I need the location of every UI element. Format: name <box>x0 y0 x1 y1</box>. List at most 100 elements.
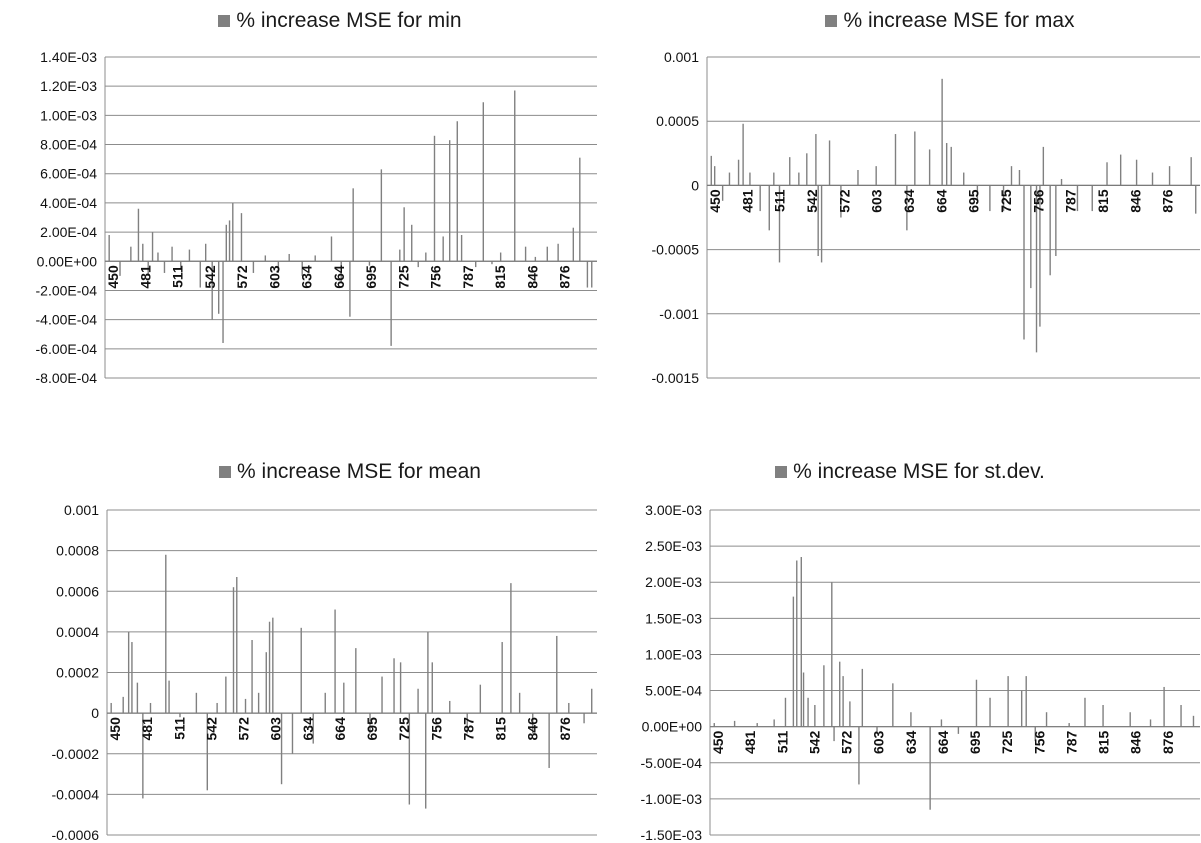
x-tick-label: 787 <box>1063 189 1079 213</box>
y-tick-label: 0.0002 <box>56 665 99 681</box>
y-tick-label: 1.40E-03 <box>40 49 97 65</box>
y-tick-label: 1.50E-03 <box>645 610 702 626</box>
y-tick-label: -1.00E-03 <box>641 791 703 807</box>
x-tick-label: 815 <box>1096 730 1112 754</box>
x-tick-label: 787 <box>460 717 476 741</box>
chart-panel-stdev: % increase MSE for st.dev. 3.00E-03 2.50E… <box>600 443 1201 843</box>
x-tick-label: 695 <box>363 265 379 289</box>
y-tick-label: 0.00E+00 <box>37 253 98 269</box>
x-tick-label: 664 <box>933 189 949 213</box>
legend-swatch <box>218 15 231 27</box>
y-tick-label: -8.00E-04 <box>36 370 98 386</box>
x-tick-label: 846 <box>1128 730 1144 754</box>
y-tick-label: -0.0002 <box>52 746 100 762</box>
x-tick-label: 634 <box>903 730 919 754</box>
x-tick-label: 572 <box>236 717 252 741</box>
y-tick-label: -0.0015 <box>652 370 700 386</box>
x-tick-label: 634 <box>300 717 316 741</box>
y-tick-label: 3.00E-03 <box>645 502 702 518</box>
x-tick-label: 756 <box>1031 730 1047 754</box>
y-tick-label: -0.0005 <box>652 242 700 258</box>
x-tick-label: 725 <box>396 717 412 741</box>
chart-plot-mean: 0.001 0.0008 0.0006 0.0004 0.0002 0 -0.0002 -0.… <box>52 502 597 843</box>
x-tick-label: 634 <box>901 189 917 213</box>
x-tick-label: 815 <box>1095 189 1111 213</box>
y-tick-label: -0.0004 <box>52 786 100 802</box>
x-tick-label: 603 <box>869 189 885 213</box>
x-tick-label: 695 <box>967 730 983 754</box>
chart-panel-mean: % increase MSE for mean 0.001 0.0008 0.000… <box>0 443 600 843</box>
chart-plot-max: 0.001 0.0005 0 -0.0005 -0.001 -0.0015 450 481 51… <box>652 49 1200 386</box>
legend-swatch <box>825 15 838 27</box>
y-tick-label: -0.001 <box>659 306 699 322</box>
chart-panel-max: % increase MSE for max 0.001 0.0005 0 -0.00… <box>600 0 1201 400</box>
y-tick-label: 0.001 <box>64 502 99 518</box>
y-tick-label: 6.00E-04 <box>40 166 97 182</box>
y-tick-label: -5.00E-04 <box>641 755 703 771</box>
x-tick-label: 846 <box>524 265 540 289</box>
x-tick-label: 481 <box>139 717 155 741</box>
x-tick-label: 572 <box>839 730 855 754</box>
x-tick-label: 725 <box>395 265 411 289</box>
y-tick-label: 0.0004 <box>56 624 99 640</box>
x-tick-label: 481 <box>137 265 153 289</box>
y-tick-label: 2.50E-03 <box>645 538 702 554</box>
y-tick-label: 8.00E-04 <box>40 137 97 153</box>
x-tick-label: 511 <box>772 189 788 212</box>
x-tick-label: 603 <box>268 717 284 741</box>
y-tick-label: 0.0006 <box>56 583 99 599</box>
x-tick-label: 876 <box>1160 730 1176 754</box>
y-tick-label: 2.00E-04 <box>40 224 97 240</box>
y-tick-label: 0.001 <box>664 49 699 65</box>
legend-swatch <box>775 466 788 478</box>
x-tick-label: 542 <box>806 730 822 754</box>
y-tick-label: 0.0008 <box>56 543 99 559</box>
x-tick-label: 664 <box>935 730 951 754</box>
y-tick-label: 2.00E-03 <box>645 574 702 590</box>
x-tick-label: 756 <box>428 717 444 741</box>
chart-plot-stdev: 3.00E-03 2.50E-03 2.00E-03 1.50E-03 1.00E-03… <box>641 502 1200 843</box>
x-tick-label: 450 <box>107 717 123 741</box>
x-tick-label: 603 <box>266 265 282 289</box>
x-tick-label: 664 <box>331 265 347 289</box>
y-tick-label: 1.00E-03 <box>645 646 702 662</box>
x-tick-label: 756 <box>428 265 444 289</box>
chart-header: % increase MSE for min <box>100 6 580 36</box>
x-tick-label: 756 <box>1030 189 1046 213</box>
chart-title: % increase MSE for min <box>236 9 462 32</box>
x-tick-label: 876 <box>557 717 573 741</box>
y-tick-label: 0 <box>91 705 99 721</box>
x-tick-label: 664 <box>332 717 348 741</box>
x-tick-label: 846 <box>1127 189 1143 213</box>
x-tick-label: 542 <box>203 717 219 741</box>
x-tick-label: 511 <box>170 265 186 288</box>
x-tick-label: 542 <box>804 189 820 213</box>
x-tick-label: 695 <box>966 189 982 213</box>
y-tick-label: -0.0006 <box>52 827 100 843</box>
chart-title: % increase MSE for mean <box>237 460 481 483</box>
chart-plot-min: 1.40E-03 1.20E-03 1.00E-03 8.00E-04 6.00E-04… <box>36 49 597 386</box>
y-tick-label: -4.00E-04 <box>36 312 98 328</box>
y-tick-label: 0 <box>691 177 699 193</box>
x-tick-label: 815 <box>493 717 509 741</box>
y-tick-label: -1.50E-03 <box>641 827 703 843</box>
chart-header: % increase MSE for max <box>710 6 1190 36</box>
x-tick-label: 603 <box>871 730 887 754</box>
x-tick-label: 787 <box>1063 730 1079 754</box>
x-tick-label: 725 <box>998 189 1014 213</box>
y-tick-label: 5.00E-04 <box>645 683 702 699</box>
chart-header: % increase MSE for mean <box>110 457 590 487</box>
y-tick-label: -6.00E-04 <box>36 341 98 357</box>
x-tick-label: 511 <box>774 730 790 753</box>
y-tick-label: 4.00E-04 <box>40 195 97 211</box>
y-tick-label: 1.20E-03 <box>40 78 97 94</box>
y-tick-label: -2.00E-04 <box>36 282 98 298</box>
x-tick-label: 572 <box>234 265 250 289</box>
chart-title: % increase MSE for st.dev. <box>793 460 1045 483</box>
x-tick-label: 787 <box>460 265 476 289</box>
x-tick-label: 725 <box>999 730 1015 754</box>
x-tick-label: 481 <box>742 730 758 754</box>
x-tick-label: 876 <box>1160 189 1176 213</box>
x-tick-label: 634 <box>299 265 315 289</box>
x-tick-label: 846 <box>525 717 541 741</box>
